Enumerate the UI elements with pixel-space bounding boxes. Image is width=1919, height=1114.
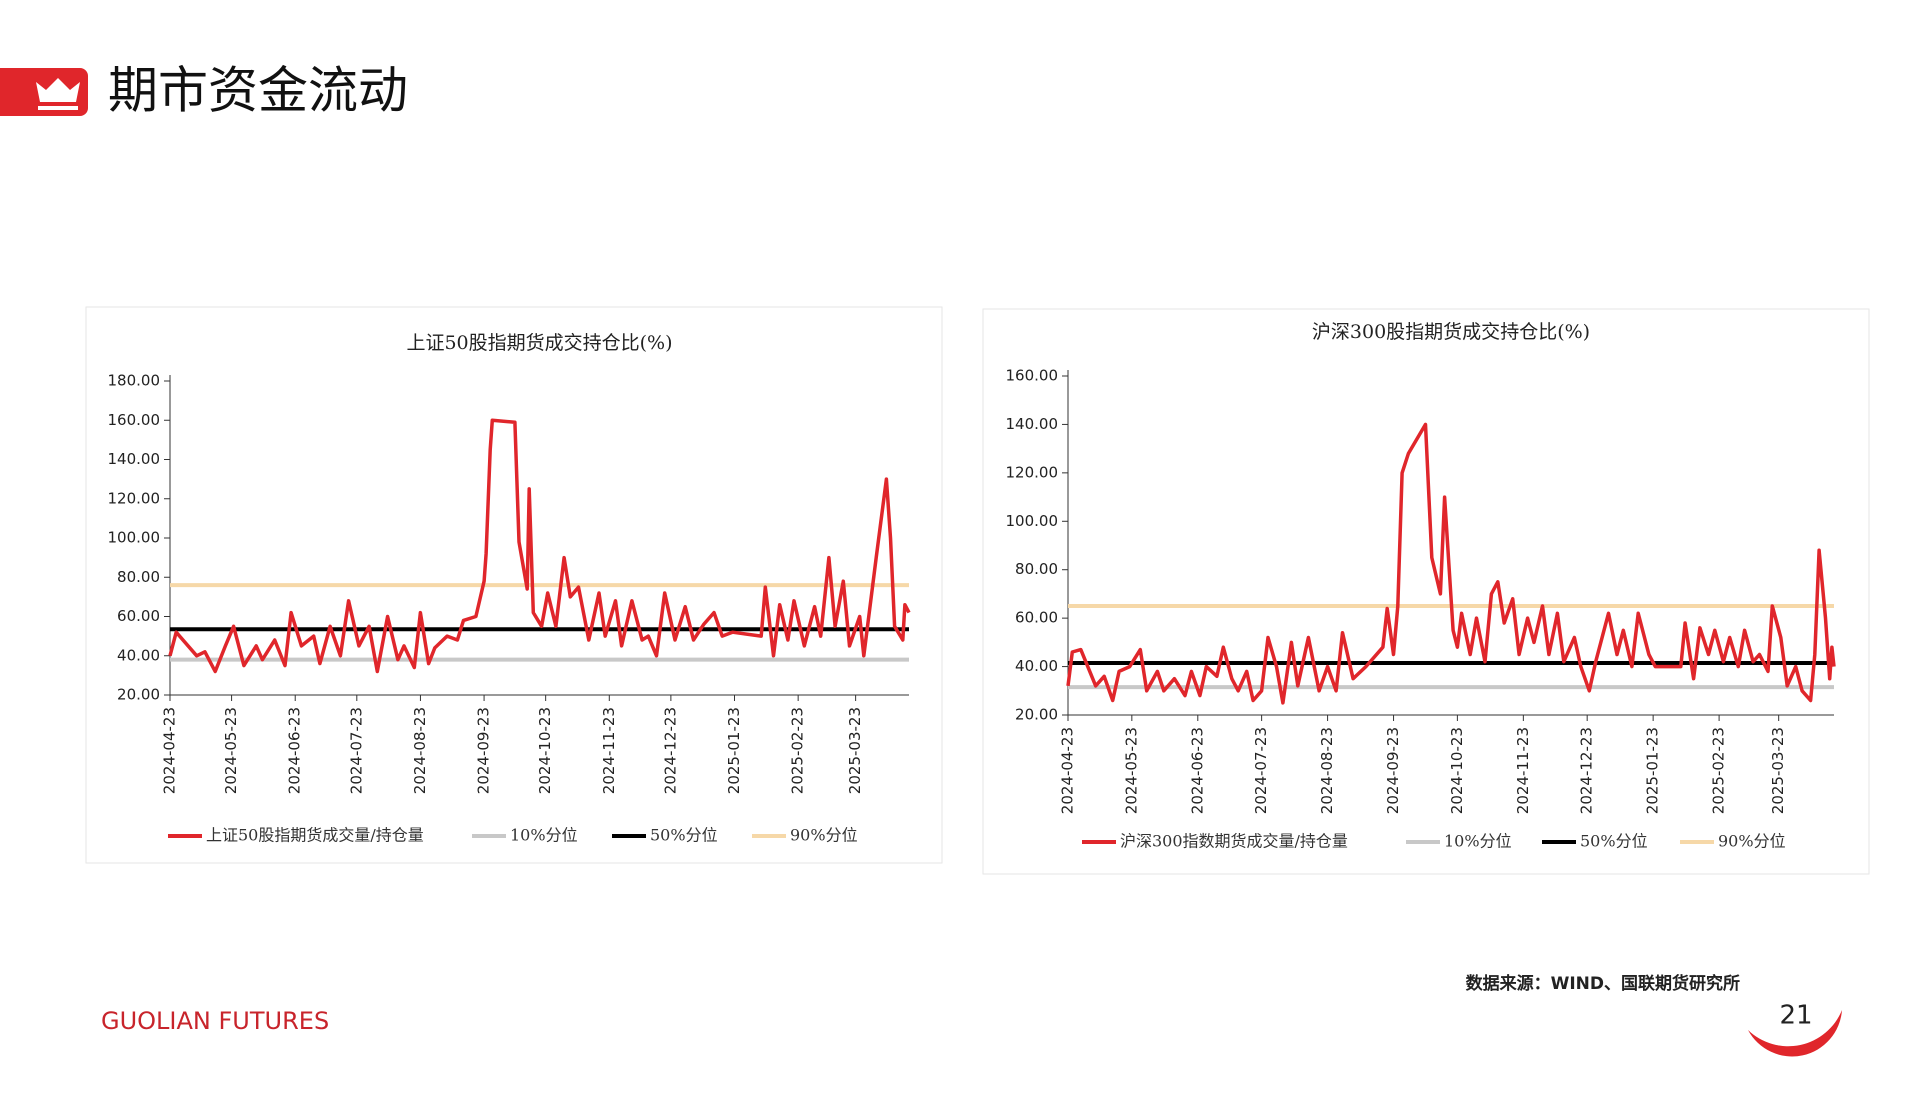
x-tick-label: 2024-11-23 [1514, 727, 1532, 814]
x-tick-label: 2024-05-23 [1122, 727, 1140, 814]
y-tick-label: 180.00 [108, 372, 161, 390]
legend-label: 50%分位 [1580, 832, 1648, 851]
x-tick-label: 2024-04-23 [1059, 727, 1077, 814]
y-tick-label: 20.00 [117, 686, 160, 704]
y-tick-label: 140.00 [108, 450, 161, 468]
x-tick-label: 2025-01-23 [1644, 727, 1662, 814]
legend-label: 90%分位 [1718, 832, 1786, 851]
y-tick-label: 100.00 [108, 529, 161, 547]
y-tick-label: 40.00 [117, 646, 160, 664]
y-tick-label: 20.00 [1015, 706, 1058, 724]
x-tick-label: 2024-06-23 [286, 707, 304, 794]
x-tick-label: 2024-10-23 [536, 707, 554, 794]
y-tick-label: 160.00 [1006, 367, 1059, 385]
page-title: 期市资金流动 [108, 62, 408, 120]
y-tick-label: 80.00 [1015, 560, 1058, 578]
y-tick-label: 60.00 [1015, 609, 1058, 627]
x-tick-label: 2024-08-23 [411, 707, 429, 794]
x-tick-label: 2024-07-23 [1252, 727, 1270, 814]
x-tick-label: 2024-09-23 [1384, 727, 1402, 814]
legend-label: 上证50股指期货成交量/持仓量 [206, 826, 424, 845]
y-tick-label: 40.00 [1015, 657, 1058, 675]
x-tick-label: 2024-05-23 [222, 707, 240, 794]
page-number: 21 [1779, 1001, 1812, 1031]
x-tick-label: 2024-10-23 [1448, 727, 1466, 814]
legend-label: 50%分位 [650, 826, 718, 845]
x-tick-label: 2024-11-23 [600, 707, 618, 794]
x-tick-label: 2024-08-23 [1318, 727, 1336, 814]
brand: GUOLIAN FUTURES [101, 1007, 329, 1035]
x-tick-label: 2024-04-23 [161, 707, 179, 794]
y-tick-label: 140.00 [1006, 415, 1059, 433]
legend-label: 10%分位 [510, 826, 578, 845]
chart-frame [85, 306, 943, 864]
y-tick-label: 60.00 [117, 607, 160, 625]
data-line [168, 418, 911, 674]
x-tick-label: 2024-09-23 [475, 707, 493, 794]
x-tick-label: 2025-03-23 [846, 707, 864, 794]
x-tick-label: 2025-03-23 [1769, 727, 1787, 814]
source-note: 数据来源：WIND、国联期货研究所 [1466, 973, 1740, 994]
x-tick-label: 2025-02-23 [789, 707, 807, 794]
chart-frame [982, 308, 1870, 875]
y-tick-label: 120.00 [1006, 463, 1059, 481]
x-tick-label: 2025-01-23 [725, 707, 743, 794]
legend-label: 90%分位 [790, 826, 858, 845]
x-tick-label: 2025-02-23 [1710, 727, 1728, 814]
chart-title: 沪深300股指期货成交持仓比(%) [1312, 321, 1590, 343]
legend-label: 10%分位 [1444, 832, 1512, 851]
x-tick-label: 2024-12-23 [1578, 727, 1596, 814]
page-arc [1748, 1010, 1842, 1057]
y-tick-label: 160.00 [108, 411, 161, 429]
chart-title: 上证50股指期货成交持仓比(%) [406, 332, 672, 354]
legend-label: 沪深300指数期货成交量/持仓量 [1120, 832, 1348, 851]
data-line [1066, 422, 1836, 705]
x-tick-label: 2024-06-23 [1188, 727, 1206, 814]
y-tick-label: 100.00 [1006, 512, 1059, 530]
y-tick-label: 80.00 [117, 568, 160, 586]
y-tick-label: 120.00 [108, 489, 161, 507]
crown-icon [36, 78, 80, 110]
x-tick-label: 2024-07-23 [347, 707, 365, 794]
x-tick-label: 2024-12-23 [661, 707, 679, 794]
